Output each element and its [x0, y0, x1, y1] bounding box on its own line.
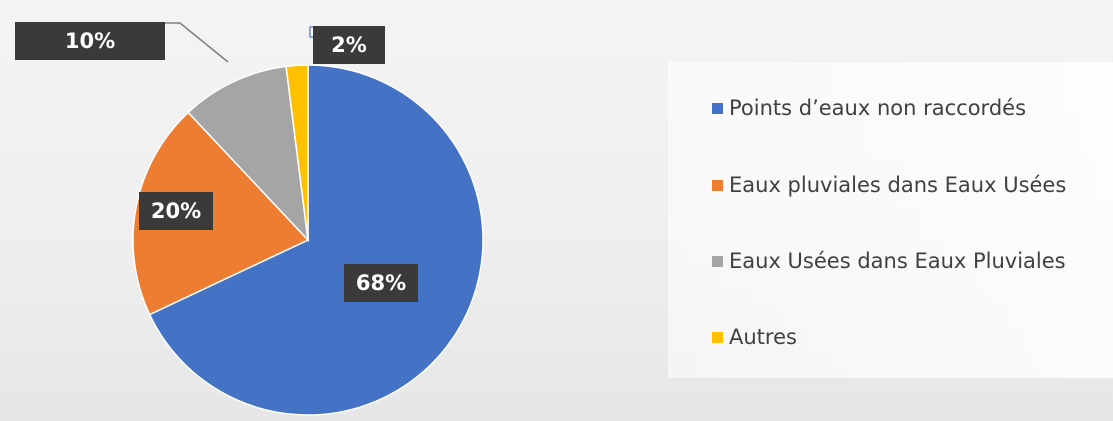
legend-item-eaux-pluviales: Eaux pluviales dans Eaux Usées [712, 173, 1066, 197]
slice-eaux-pluviales [132, 111, 310, 316]
data-label-text: 10% [65, 29, 115, 53]
legend-item-eaux-usees: Eaux Usées dans Eaux Pluviales [712, 249, 1066, 273]
pie-chart: 68% 20% 10% 2% [15, 22, 484, 416]
legend-label: Eaux Usées dans Eaux Pluviales [729, 249, 1066, 273]
legend-label: Points d’eaux non raccordés [729, 96, 1027, 120]
data-label-text: 68% [356, 271, 406, 295]
data-label-box [344, 264, 418, 302]
legend-swatch [712, 331, 723, 343]
legend-swatch [712, 255, 723, 267]
data-label-2: 2% [309, 26, 385, 64]
data-label-box [139, 192, 213, 230]
slice-points-eaux [148, 64, 484, 416]
legend-item-autres: Autres [712, 325, 797, 349]
chart-legend: Points d’eaux non raccordés Eaux pluvial… [668, 62, 1113, 378]
data-label-text: 2% [331, 33, 367, 57]
data-label-20: 20% [139, 192, 213, 230]
leader-line [165, 22, 229, 63]
slice-eaux-usees [187, 65, 310, 243]
data-label-text: 20% [151, 199, 201, 223]
data-label-box [15, 22, 165, 60]
data-label-box [313, 26, 385, 64]
legend-swatch [712, 179, 723, 191]
legend-swatch [712, 102, 723, 114]
slice-autres [285, 64, 309, 241]
pie-data-labels: 68% 20% 10% 2% [15, 22, 418, 302]
legend-label: Eaux pluviales dans Eaux Usées [729, 173, 1067, 197]
data-label-10: 10% [15, 22, 229, 63]
legend-label: Autres [729, 325, 797, 349]
data-label-68: 68% [344, 264, 418, 302]
pie-slices [132, 64, 484, 416]
legend-item-points-eaux: Points d’eaux non raccordés [712, 96, 1026, 120]
